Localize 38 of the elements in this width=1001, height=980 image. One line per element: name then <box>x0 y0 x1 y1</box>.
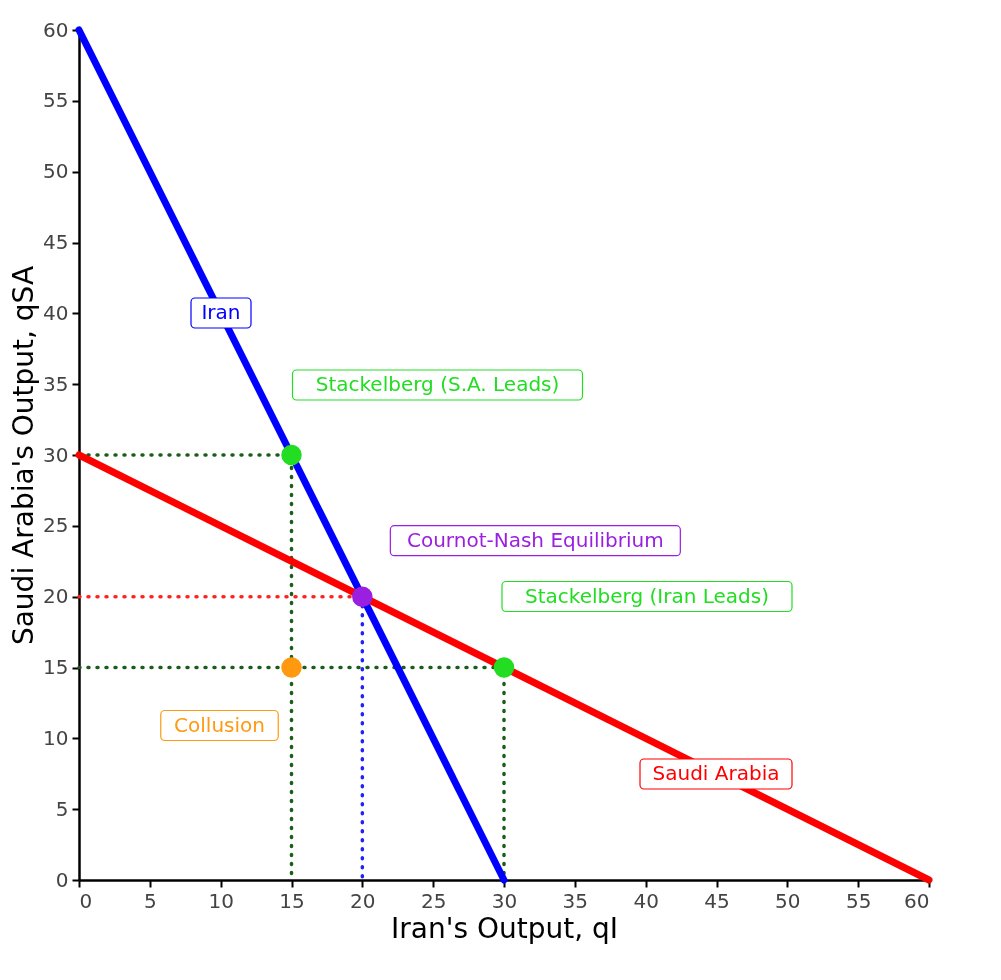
y-tick-label: 5 <box>55 796 69 821</box>
x-tick-label: 30 <box>491 888 518 913</box>
y-tick-label: 10 <box>43 725 69 750</box>
x-tick-label: 50 <box>775 888 801 913</box>
x-tick-label: 25 <box>420 888 447 913</box>
point <box>493 657 515 678</box>
y-tick-label: 55 <box>43 88 69 113</box>
text: Collusion <box>174 712 265 737</box>
y-tick-label: 30 <box>43 442 69 467</box>
y-tick-label: 50 <box>43 159 69 184</box>
x-tick-label: 40 <box>633 888 659 913</box>
y-tick-label: 35 <box>43 371 69 396</box>
x-tick-label: 0 <box>79 888 93 913</box>
y-tick-label: 45 <box>43 230 69 254</box>
x-tick-label: 20 <box>350 888 376 913</box>
text: Stackelberg (Iran Leads) <box>525 583 769 608</box>
x-tick-label: 55 <box>845 888 872 913</box>
x-tick-label: 45 <box>704 888 730 913</box>
point <box>352 586 373 607</box>
y-tick-label: 20 <box>43 584 69 609</box>
x-tick-label: 5 <box>143 888 157 913</box>
x-tick-label: 15 <box>279 888 305 913</box>
text: Cournot-Nash Equilibrium <box>406 527 664 552</box>
series-label: Iran <box>201 300 241 324</box>
y-tick-label: 25 <box>43 513 69 538</box>
y-tick-label: 15 <box>43 655 69 679</box>
y-tick-label: 40 <box>43 300 69 325</box>
x-tick-label: 10 <box>208 888 234 913</box>
text: Stackelberg (S.A. Leads) <box>315 372 560 396</box>
point <box>281 657 302 678</box>
x-axis-title: Iran's Output, qI <box>391 911 618 945</box>
y-tick-label: 60 <box>43 17 69 42</box>
y-axis-title: Saudi Arabia's Output, qSA <box>7 265 41 646</box>
x-tick-label: 60 <box>904 888 930 913</box>
series-label: Saudi Arabia <box>652 761 780 785</box>
point <box>281 444 302 466</box>
y-tick-label: 0 <box>55 867 69 892</box>
x-tick-label: 35 <box>562 888 589 913</box>
